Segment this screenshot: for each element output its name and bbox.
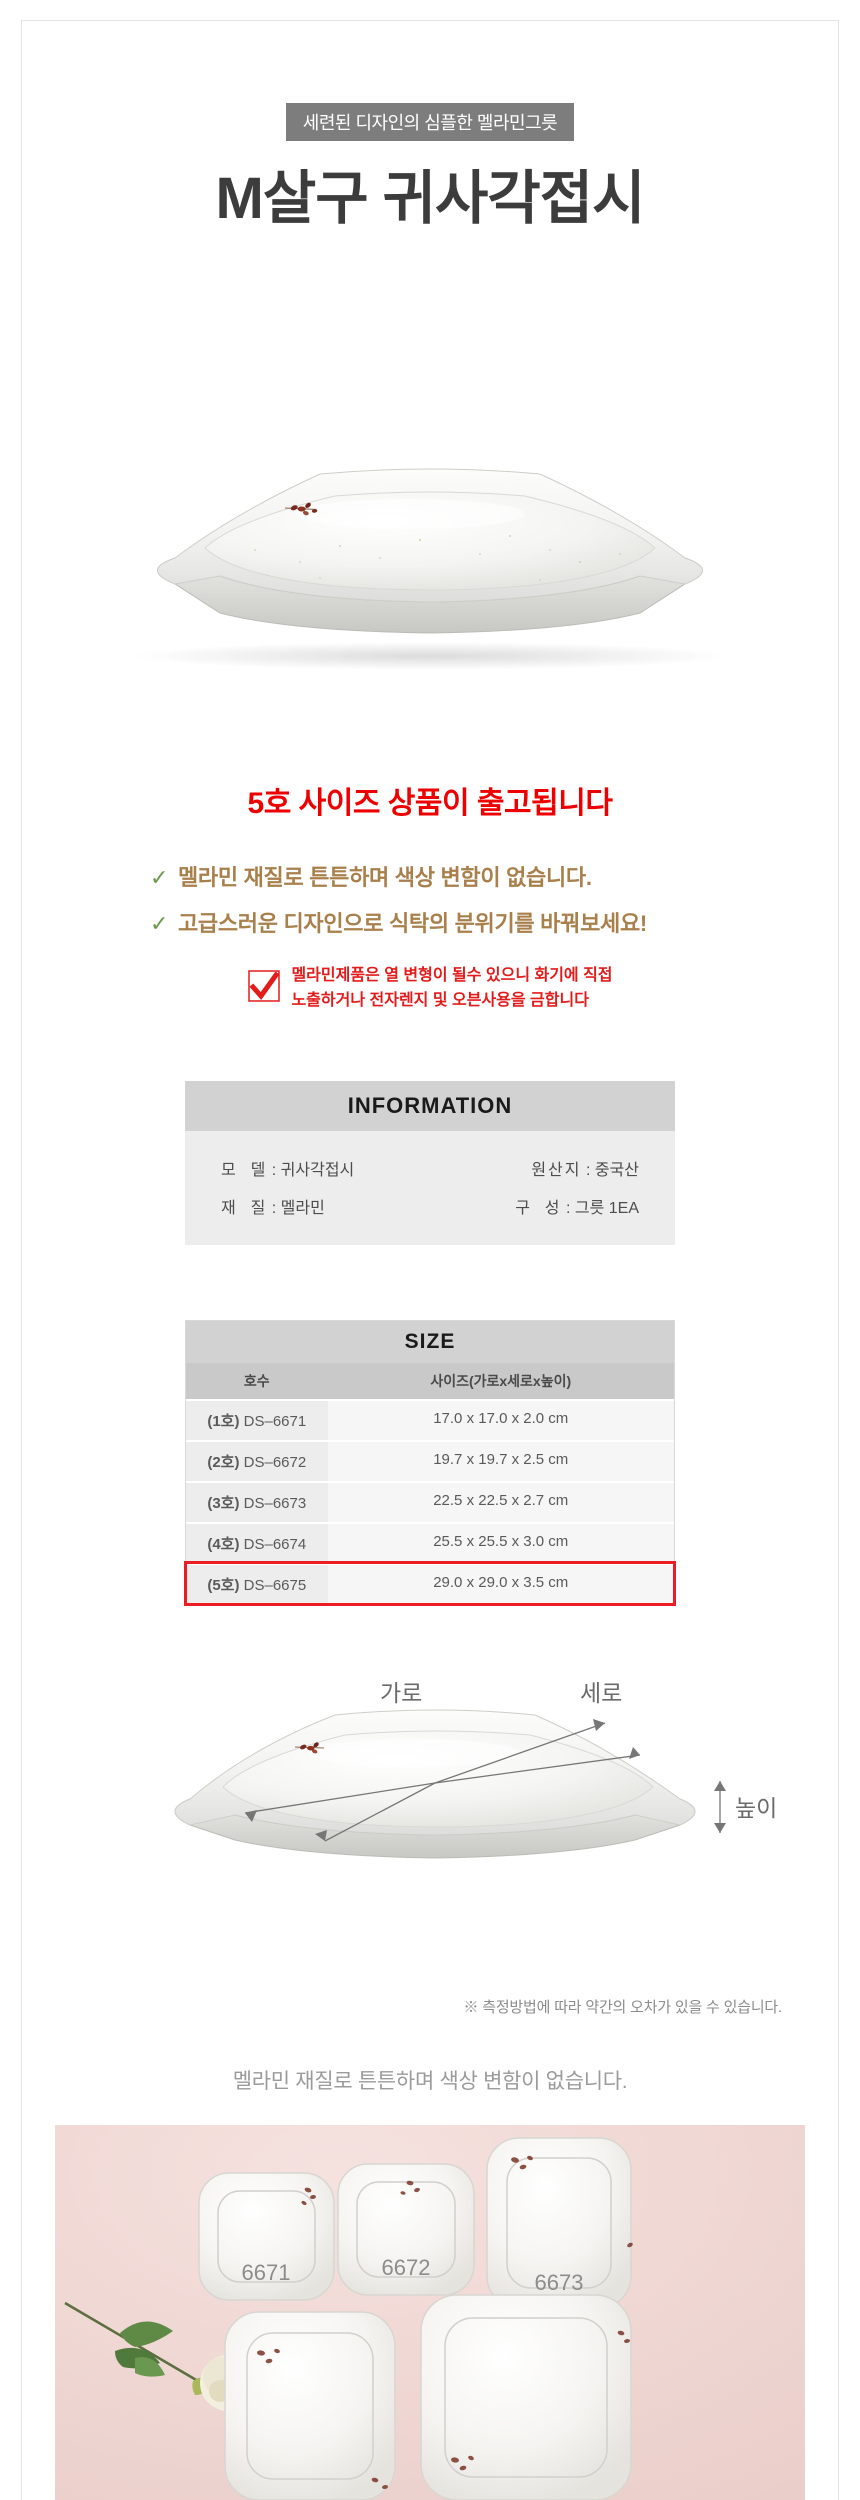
svg-text:가로: 가로 xyxy=(380,1680,422,1706)
svg-text:6671: 6671 xyxy=(242,2260,291,2285)
svg-text:6672: 6672 xyxy=(382,2255,431,2280)
svg-text:높이: 높이 xyxy=(735,1795,777,1821)
svg-text:세로: 세로 xyxy=(580,1680,622,1706)
svg-text:6673: 6673 xyxy=(535,2270,584,2295)
